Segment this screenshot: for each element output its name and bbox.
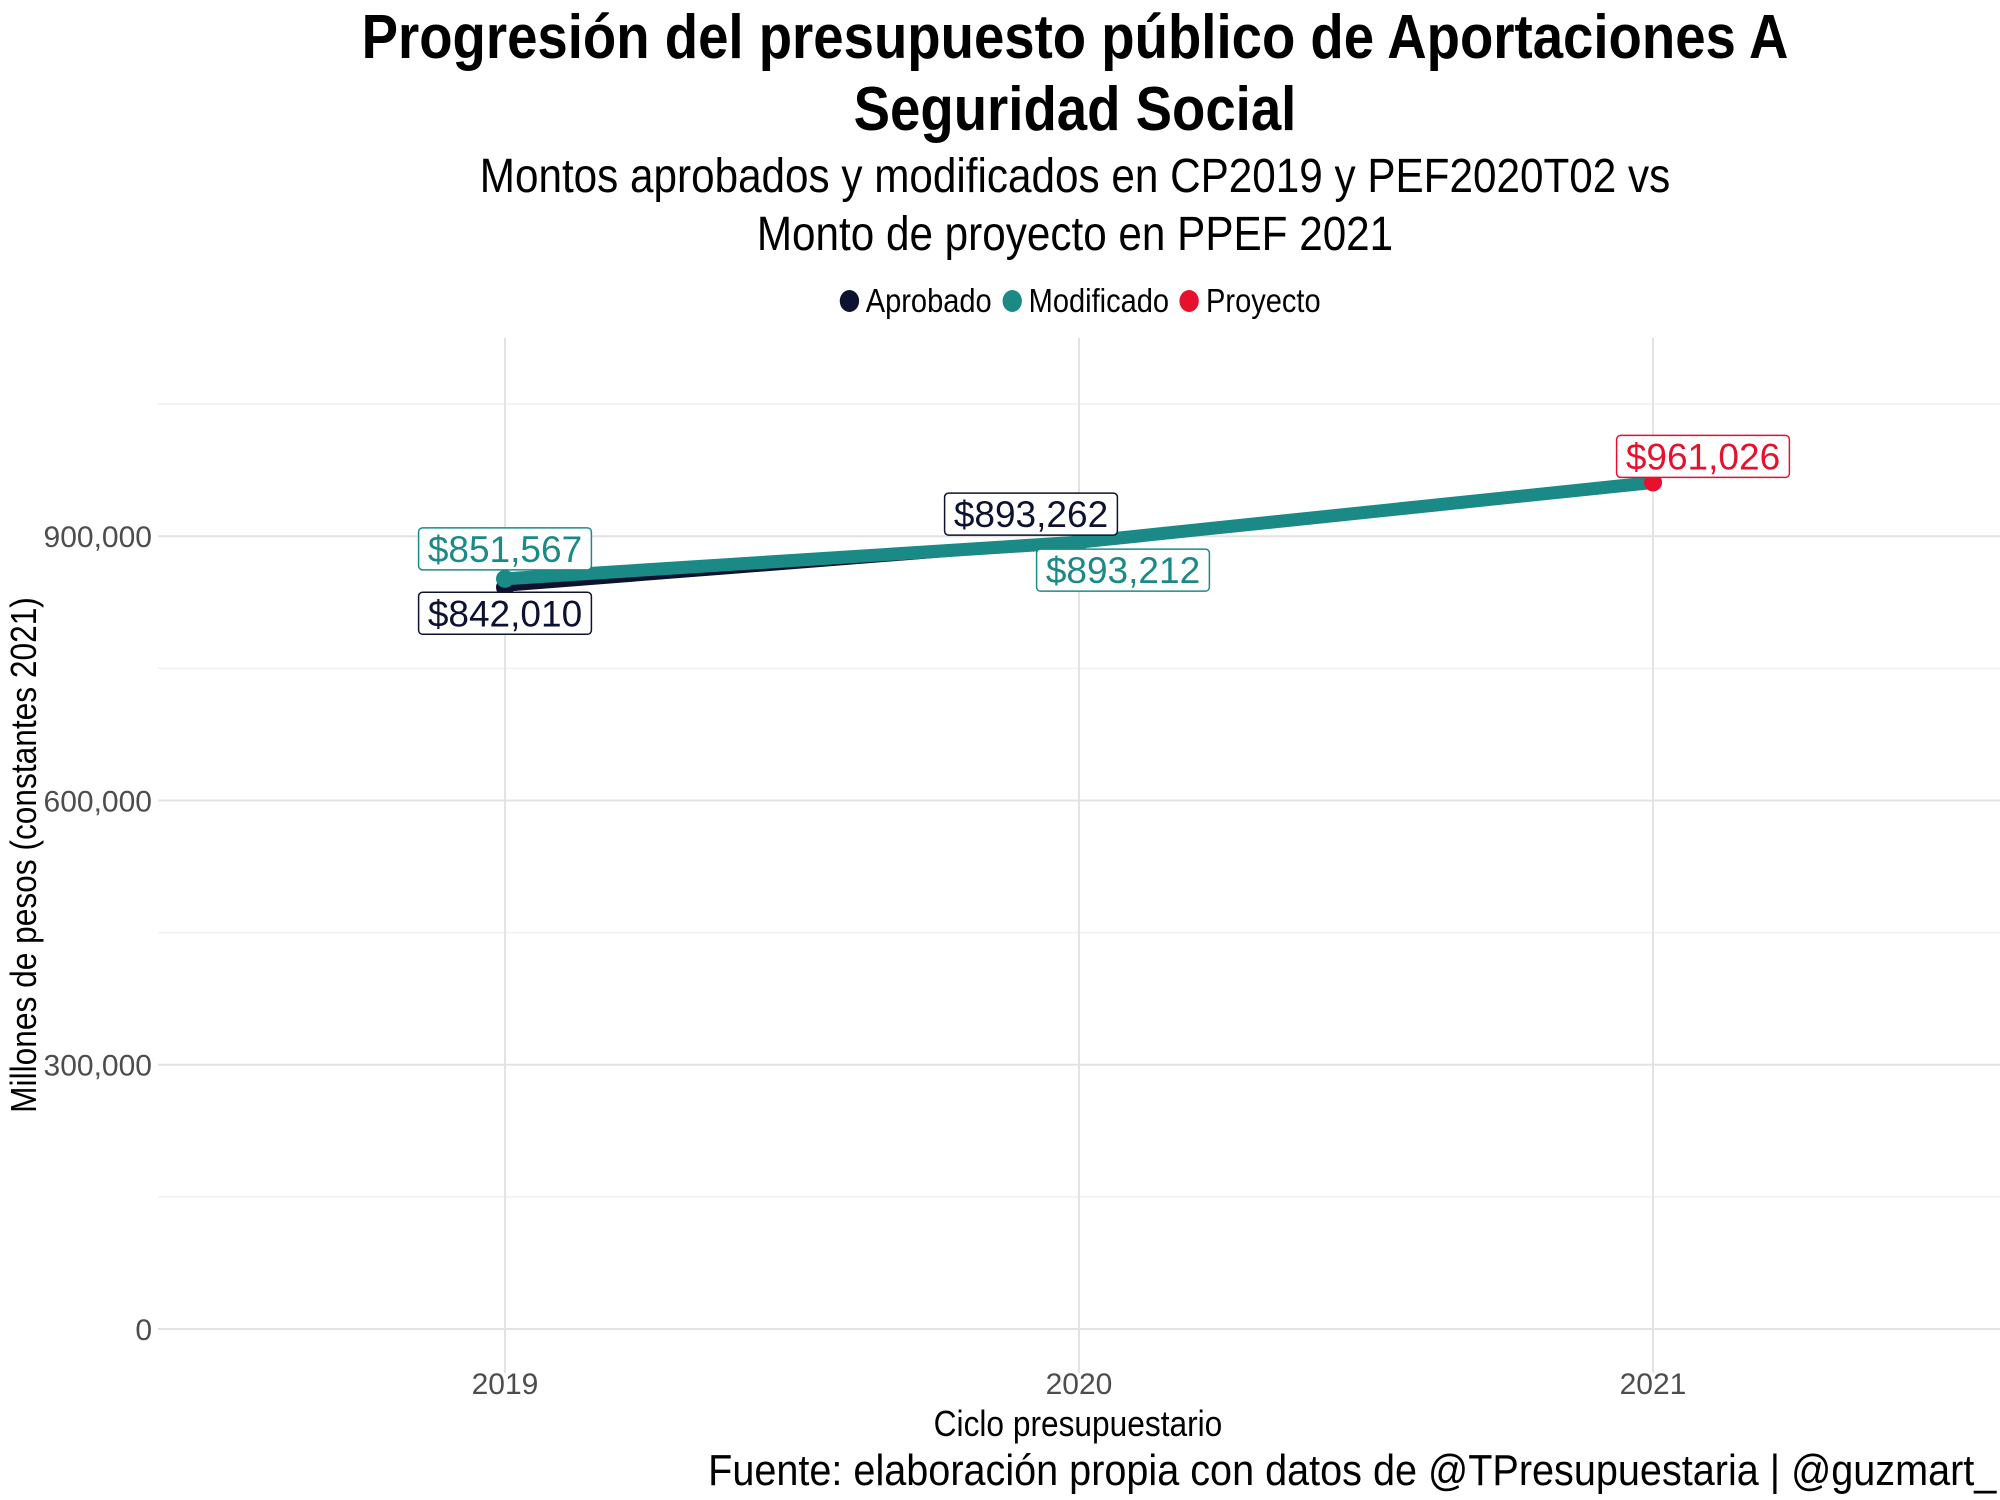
legend-item-aprobado: Aprobado: [839, 282, 992, 320]
source-caption: Fuente: elaboración propia con datos de …: [707, 1446, 1996, 1495]
data-point-modificado: [496, 569, 514, 588]
data-label-aprobado: $893,262: [943, 492, 1119, 536]
data-label-text: $851,567: [428, 529, 582, 570]
y-tick-label: 900,000: [44, 521, 152, 554]
legend-label-aprobado: Aprobado: [865, 282, 992, 319]
legend-key-proyecto: [1179, 290, 1200, 312]
legend-item-modificado: Modificado: [1002, 282, 1169, 320]
y-axis-label: Millones de pesos (constantes 2021): [4, 597, 44, 1113]
data-label-modificado: $851,567: [417, 527, 593, 571]
legend-label-proyecto: Proyecto: [1206, 282, 1321, 319]
subtitle-line-1: Montos aprobados y modificados en CP2019…: [479, 150, 1671, 203]
data-label-text: $893,212: [1046, 550, 1200, 591]
data-label-box: [943, 492, 1119, 536]
subtitle-line-2: Monto de proyecto en PPEF 2021: [756, 208, 1394, 261]
y-axis-ticks: 0 300,000 600,000 900,000: [44, 521, 152, 1347]
x-axis-label: Ciclo presupuestario: [934, 1404, 1223, 1444]
x-axis-ticks: 2019 2020 2021: [472, 1368, 1687, 1401]
legend-key-modificado: [1002, 290, 1022, 312]
data-label-box: [1615, 434, 1791, 479]
data-point-modificado: [1070, 533, 1088, 552]
x-tick-label: 2021: [1620, 1368, 1687, 1401]
legend-item-proyecto: Proyecto: [1179, 282, 1321, 320]
data-label-modificado: $893,212: [1035, 548, 1211, 592]
legend: Aprobado Modificado Proyecto: [200, 282, 1960, 320]
data-label-proyecto: $961,026: [1615, 434, 1791, 479]
series-layer: [496, 473, 1662, 597]
x-tick-label: 2019: [472, 1368, 539, 1401]
data-label-aprobado: $842,010: [417, 591, 593, 636]
legend-key-aprobado: [839, 290, 859, 312]
x-tick-label: 2020: [1046, 1368, 1113, 1401]
legend-label-modificado: Modificado: [1028, 282, 1170, 319]
data-label-box: [417, 527, 593, 571]
chart-title: Progresión del presupuesto público de Ap…: [361, 3, 1789, 144]
data-label-box: [1035, 548, 1211, 592]
chart-subtitle: Montos aprobados y modificados en CP2019…: [261, 148, 1889, 264]
data-label-text: $961,026: [1626, 436, 1780, 477]
y-tick-label: 0: [135, 1314, 152, 1347]
y-tick-label: 300,000: [44, 1050, 152, 1083]
data-labels: $842,010 $893,262 $851,567 $893,212 $961,026: [417, 434, 1791, 636]
data-label-text: $893,262: [954, 494, 1108, 535]
data-label-box: [417, 591, 593, 636]
y-tick-label: 600,000: [44, 785, 152, 818]
data-label-text: $842,010: [428, 593, 582, 634]
